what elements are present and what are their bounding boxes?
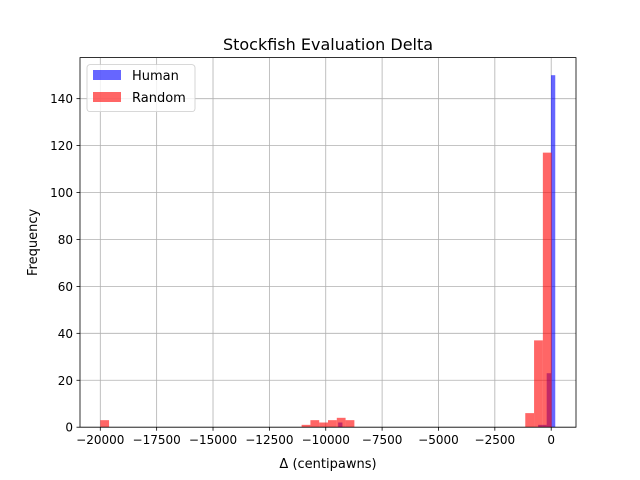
y-axis-label: Frequency (26, 209, 41, 276)
legend-swatch-human (93, 70, 121, 80)
y-tick-label: 20 (58, 374, 73, 388)
x-tick-label: −7500 (362, 433, 403, 447)
legend-swatch-random (93, 92, 121, 102)
bar-human (550, 75, 556, 428)
bar-random (310, 420, 320, 428)
bar-random (336, 417, 346, 428)
x-tick-label: −5000 (418, 433, 459, 447)
legend-label-random: Random (132, 91, 186, 106)
histogram-bars (100, 75, 556, 428)
y-tick-label: 60 (58, 280, 73, 294)
x-tick-label: 0 (547, 433, 555, 447)
bar-random (345, 420, 355, 428)
legend-label-human: Human (132, 69, 179, 84)
axes-frame (79, 57, 577, 428)
bar-random (100, 420, 110, 428)
y-tick-label: 120 (50, 139, 73, 153)
y-tick-label: 0 (65, 421, 73, 435)
bar-random (542, 152, 552, 428)
x-axis-label: Δ (centipawns) (279, 457, 376, 472)
bar-random (525, 413, 535, 428)
axis-ticks: −20000 −17500 −15000 −12500 −10000 −7500 −5000… (50, 92, 555, 447)
y-tick-label: 40 (58, 327, 73, 341)
y-tick-label: 80 (58, 233, 73, 247)
x-tick-label: −2500 (475, 433, 516, 447)
bar-random (328, 420, 337, 428)
x-tick-label: −17500 (133, 433, 181, 447)
y-tick-label: 100 (50, 186, 73, 200)
x-tick-label: −10000 (302, 433, 350, 447)
y-tick-label: 140 (50, 92, 73, 106)
x-tick-label: −15000 (189, 433, 237, 447)
legend: Human Random (86, 64, 196, 112)
x-tick-label: −20000 (76, 433, 124, 447)
bar-random (534, 340, 543, 428)
bar-random (301, 424, 311, 428)
bar-random (319, 422, 328, 428)
chart-title: Stockfish Evaluation Delta (223, 35, 433, 54)
x-tick-label: −12500 (245, 433, 293, 447)
